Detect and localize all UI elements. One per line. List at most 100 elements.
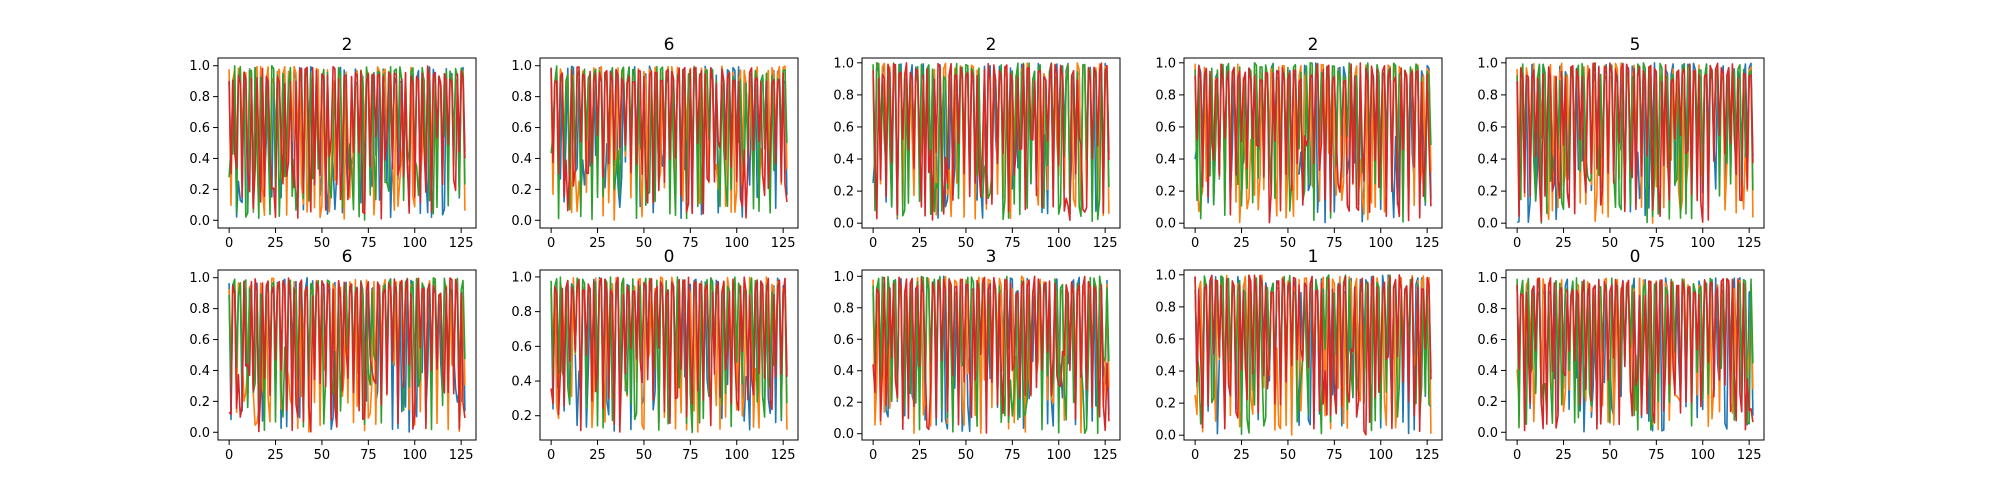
y-tick-label: 0.2 bbox=[833, 185, 854, 200]
x-tick-label: 0 bbox=[225, 448, 233, 463]
x-tick-label: 125 bbox=[449, 236, 474, 251]
x-tick-label: 0 bbox=[869, 236, 877, 251]
y-tick-label: 0.6 bbox=[833, 333, 854, 348]
x-tick-label: 100 bbox=[1690, 448, 1715, 463]
y-tick-label: 0.0 bbox=[511, 214, 532, 229]
axes-frame bbox=[217, 57, 477, 229]
x-tick-label: 75 bbox=[1004, 448, 1021, 463]
x-tick-label: 0 bbox=[1513, 448, 1521, 463]
y-tick-label: 0.4 bbox=[511, 375, 532, 390]
subplot-title: 1 bbox=[1308, 247, 1319, 267]
y-tick-label: 0.6 bbox=[833, 120, 854, 135]
x-tick-label: 100 bbox=[1046, 448, 1071, 463]
y-tick-label: 0.4 bbox=[511, 152, 532, 167]
y-tick-label: 0.4 bbox=[833, 364, 854, 379]
y-tick-label: 1.0 bbox=[189, 59, 210, 74]
y-tick-label: 0.6 bbox=[189, 121, 210, 136]
y-tick-label: 0.4 bbox=[189, 364, 210, 379]
axes-frame bbox=[539, 269, 799, 441]
y-tick-label: 1.0 bbox=[1477, 271, 1498, 286]
x-tick-label: 50 bbox=[314, 236, 331, 251]
x-tick-label: 75 bbox=[1648, 236, 1665, 251]
x-tick-label: 75 bbox=[682, 236, 699, 251]
x-tick-label: 0 bbox=[1513, 236, 1521, 251]
x-tick-label: 125 bbox=[1415, 448, 1440, 463]
x-tick-label: 25 bbox=[1233, 448, 1250, 463]
x-tick-label: 75 bbox=[1326, 448, 1343, 463]
subplot: 0 0 25 50 75 100 125 0.0 0.2 0.4 0.6 0.8 1.0 bbox=[1477, 247, 1765, 463]
x-tick-label: 100 bbox=[1368, 236, 1393, 251]
series-line bbox=[872, 275, 1110, 434]
x-tick-label: 50 bbox=[636, 236, 653, 251]
series-line bbox=[1194, 62, 1432, 224]
x-tick-label: 25 bbox=[1555, 236, 1572, 251]
x-tick-label: 25 bbox=[589, 448, 606, 463]
y-tick-label: 0.2 bbox=[833, 396, 854, 411]
subplot-title: 6 bbox=[342, 247, 353, 267]
x-tick-label: 25 bbox=[1555, 448, 1572, 463]
y-tick-label: 0.6 bbox=[511, 340, 532, 355]
x-tick-label: 75 bbox=[360, 448, 377, 463]
y-tick-label: 0.2 bbox=[1477, 185, 1498, 200]
series-line bbox=[228, 277, 466, 433]
axes-frame bbox=[861, 57, 1121, 229]
subplot-title: 5 bbox=[1630, 35, 1641, 55]
subplot-title: 6 bbox=[664, 35, 675, 55]
x-tick-label: 125 bbox=[1737, 236, 1762, 251]
x-tick-label: 125 bbox=[1093, 448, 1118, 463]
y-tick-label: 1.0 bbox=[833, 56, 854, 71]
axes-frame bbox=[1505, 269, 1765, 441]
series-line bbox=[1194, 274, 1432, 436]
x-tick-label: 125 bbox=[1415, 236, 1440, 251]
axes-frame bbox=[539, 57, 799, 229]
x-tick-label: 0 bbox=[1191, 448, 1199, 463]
x-tick-label: 125 bbox=[1737, 448, 1762, 463]
y-tick-label: 1.0 bbox=[1477, 56, 1498, 71]
x-tick-label: 100 bbox=[1368, 448, 1393, 463]
y-tick-label: 0.2 bbox=[1155, 397, 1176, 412]
y-tick-label: 0.4 bbox=[189, 152, 210, 167]
x-tick-label: 25 bbox=[267, 448, 284, 463]
axes-frame bbox=[861, 269, 1121, 441]
y-tick-label: 0.0 bbox=[1477, 426, 1498, 441]
x-tick-label: 0 bbox=[1191, 236, 1199, 251]
x-tick-label: 125 bbox=[449, 448, 474, 463]
x-tick-label: 25 bbox=[911, 448, 928, 463]
subplot: 1 0 25 50 75 100 125 0.0 0.2 0.4 0.6 0.8 1.0 bbox=[1155, 247, 1443, 463]
y-tick-label: 0.2 bbox=[189, 183, 210, 198]
subplot-title: 0 bbox=[664, 247, 675, 267]
x-tick-label: 100 bbox=[402, 236, 427, 251]
y-tick-label: 0.8 bbox=[189, 302, 210, 317]
x-tick-label: 25 bbox=[589, 236, 606, 251]
x-tick-label: 0 bbox=[225, 236, 233, 251]
y-tick-label: 0.0 bbox=[1155, 217, 1176, 232]
x-tick-label: 25 bbox=[267, 236, 284, 251]
x-tick-label: 50 bbox=[1280, 448, 1297, 463]
y-tick-label: 0.4 bbox=[1477, 153, 1498, 168]
subplot-title: 3 bbox=[986, 247, 997, 267]
y-tick-label: 0.0 bbox=[189, 214, 210, 229]
y-tick-label: 0.6 bbox=[1155, 120, 1176, 135]
x-tick-label: 50 bbox=[958, 448, 975, 463]
y-tick-label: 1.0 bbox=[511, 270, 532, 285]
subplot: 2 0 25 50 75 100 125 0.0 0.2 0.4 0.6 0.8 1.0 bbox=[833, 35, 1121, 251]
x-tick-label: 100 bbox=[402, 448, 427, 463]
y-tick-label: 0.8 bbox=[1477, 88, 1498, 103]
series-line bbox=[550, 276, 788, 433]
x-tick-label: 25 bbox=[911, 236, 928, 251]
x-tick-label: 125 bbox=[771, 448, 796, 463]
x-tick-label: 75 bbox=[1648, 448, 1665, 463]
x-tick-label: 50 bbox=[636, 448, 653, 463]
x-tick-label: 50 bbox=[1602, 236, 1619, 251]
y-tick-label: 1.0 bbox=[1155, 268, 1176, 283]
y-tick-label: 0.0 bbox=[1477, 217, 1498, 232]
subplot-title: 2 bbox=[986, 35, 997, 55]
series-line bbox=[1516, 62, 1754, 223]
x-tick-label: 50 bbox=[1602, 448, 1619, 463]
y-tick-label: 0.0 bbox=[833, 217, 854, 232]
y-tick-label: 0.8 bbox=[1477, 302, 1498, 317]
x-tick-label: 0 bbox=[547, 236, 555, 251]
series-line bbox=[872, 62, 1110, 221]
x-tick-label: 25 bbox=[1233, 236, 1250, 251]
